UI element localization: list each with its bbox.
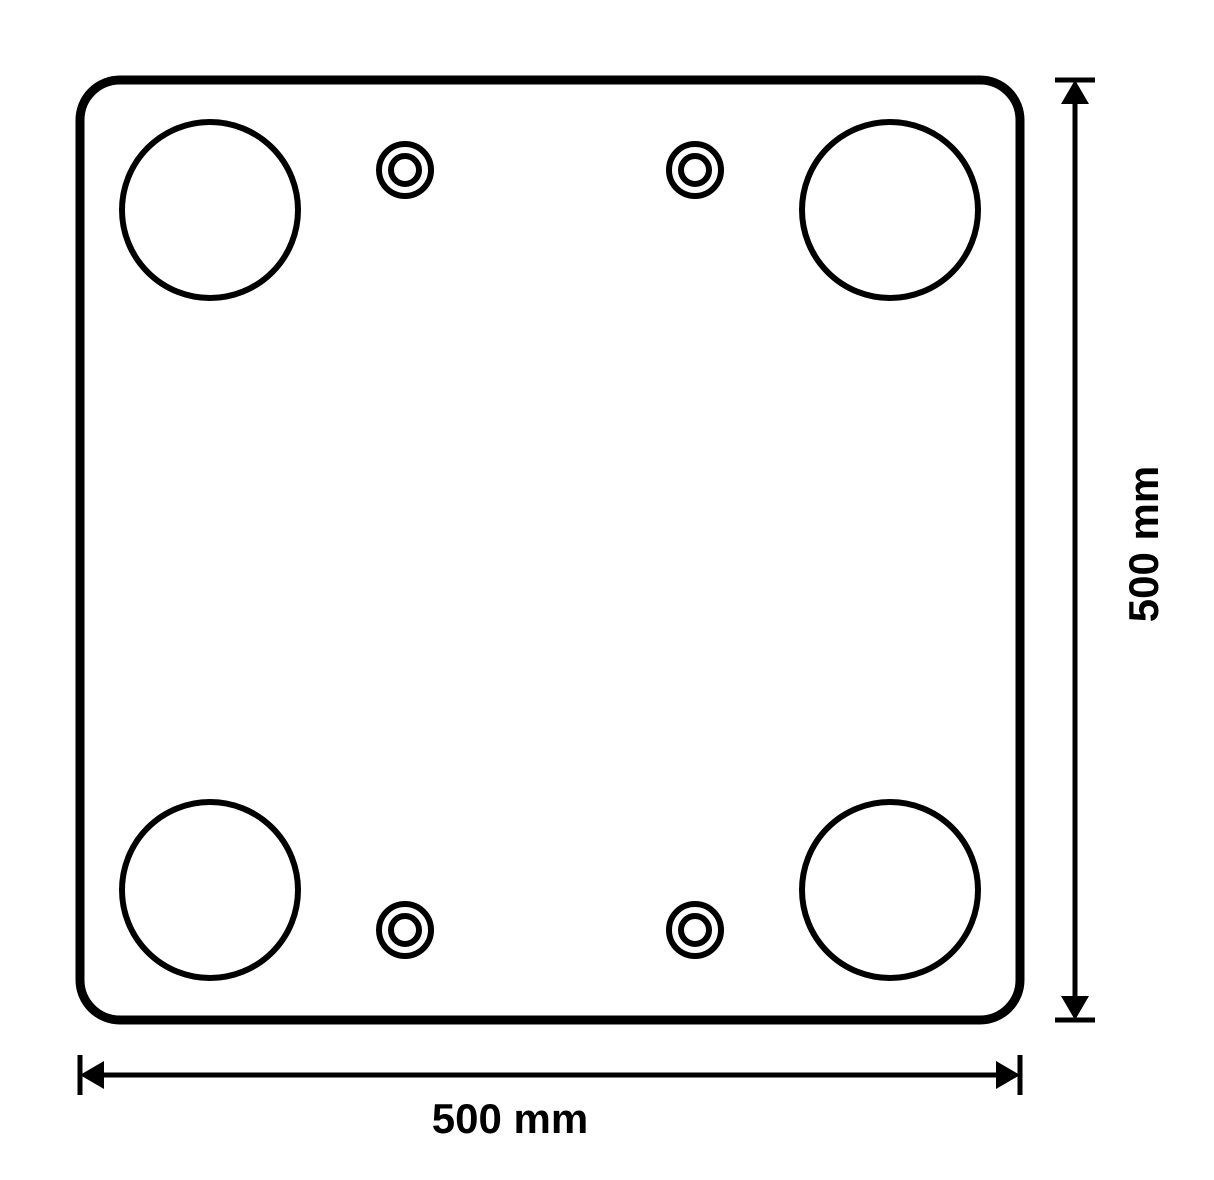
large-hole bbox=[122, 122, 298, 298]
small-hole-outer bbox=[379, 144, 431, 196]
small-hole-inner bbox=[681, 156, 709, 184]
large-hole bbox=[122, 802, 298, 978]
large-hole bbox=[802, 122, 978, 298]
height-dimension bbox=[1055, 80, 1095, 1020]
height-dimension-label: 500 mm bbox=[1120, 74, 1168, 1014]
small-hole-inner bbox=[391, 156, 419, 184]
small-hole-inner bbox=[681, 916, 709, 944]
small-hole-inner bbox=[391, 916, 419, 944]
small-hole-outer bbox=[669, 144, 721, 196]
technical-drawing bbox=[0, 0, 1214, 1180]
large-corner-circles bbox=[122, 122, 978, 978]
width-dimension-label: 500 mm bbox=[0, 1095, 1020, 1143]
large-hole bbox=[802, 802, 978, 978]
width-dimension bbox=[80, 1055, 1020, 1095]
plate-outline bbox=[80, 80, 1020, 1020]
small-hole-outer bbox=[379, 904, 431, 956]
small-mounting-holes bbox=[379, 144, 721, 956]
small-hole-outer bbox=[669, 904, 721, 956]
